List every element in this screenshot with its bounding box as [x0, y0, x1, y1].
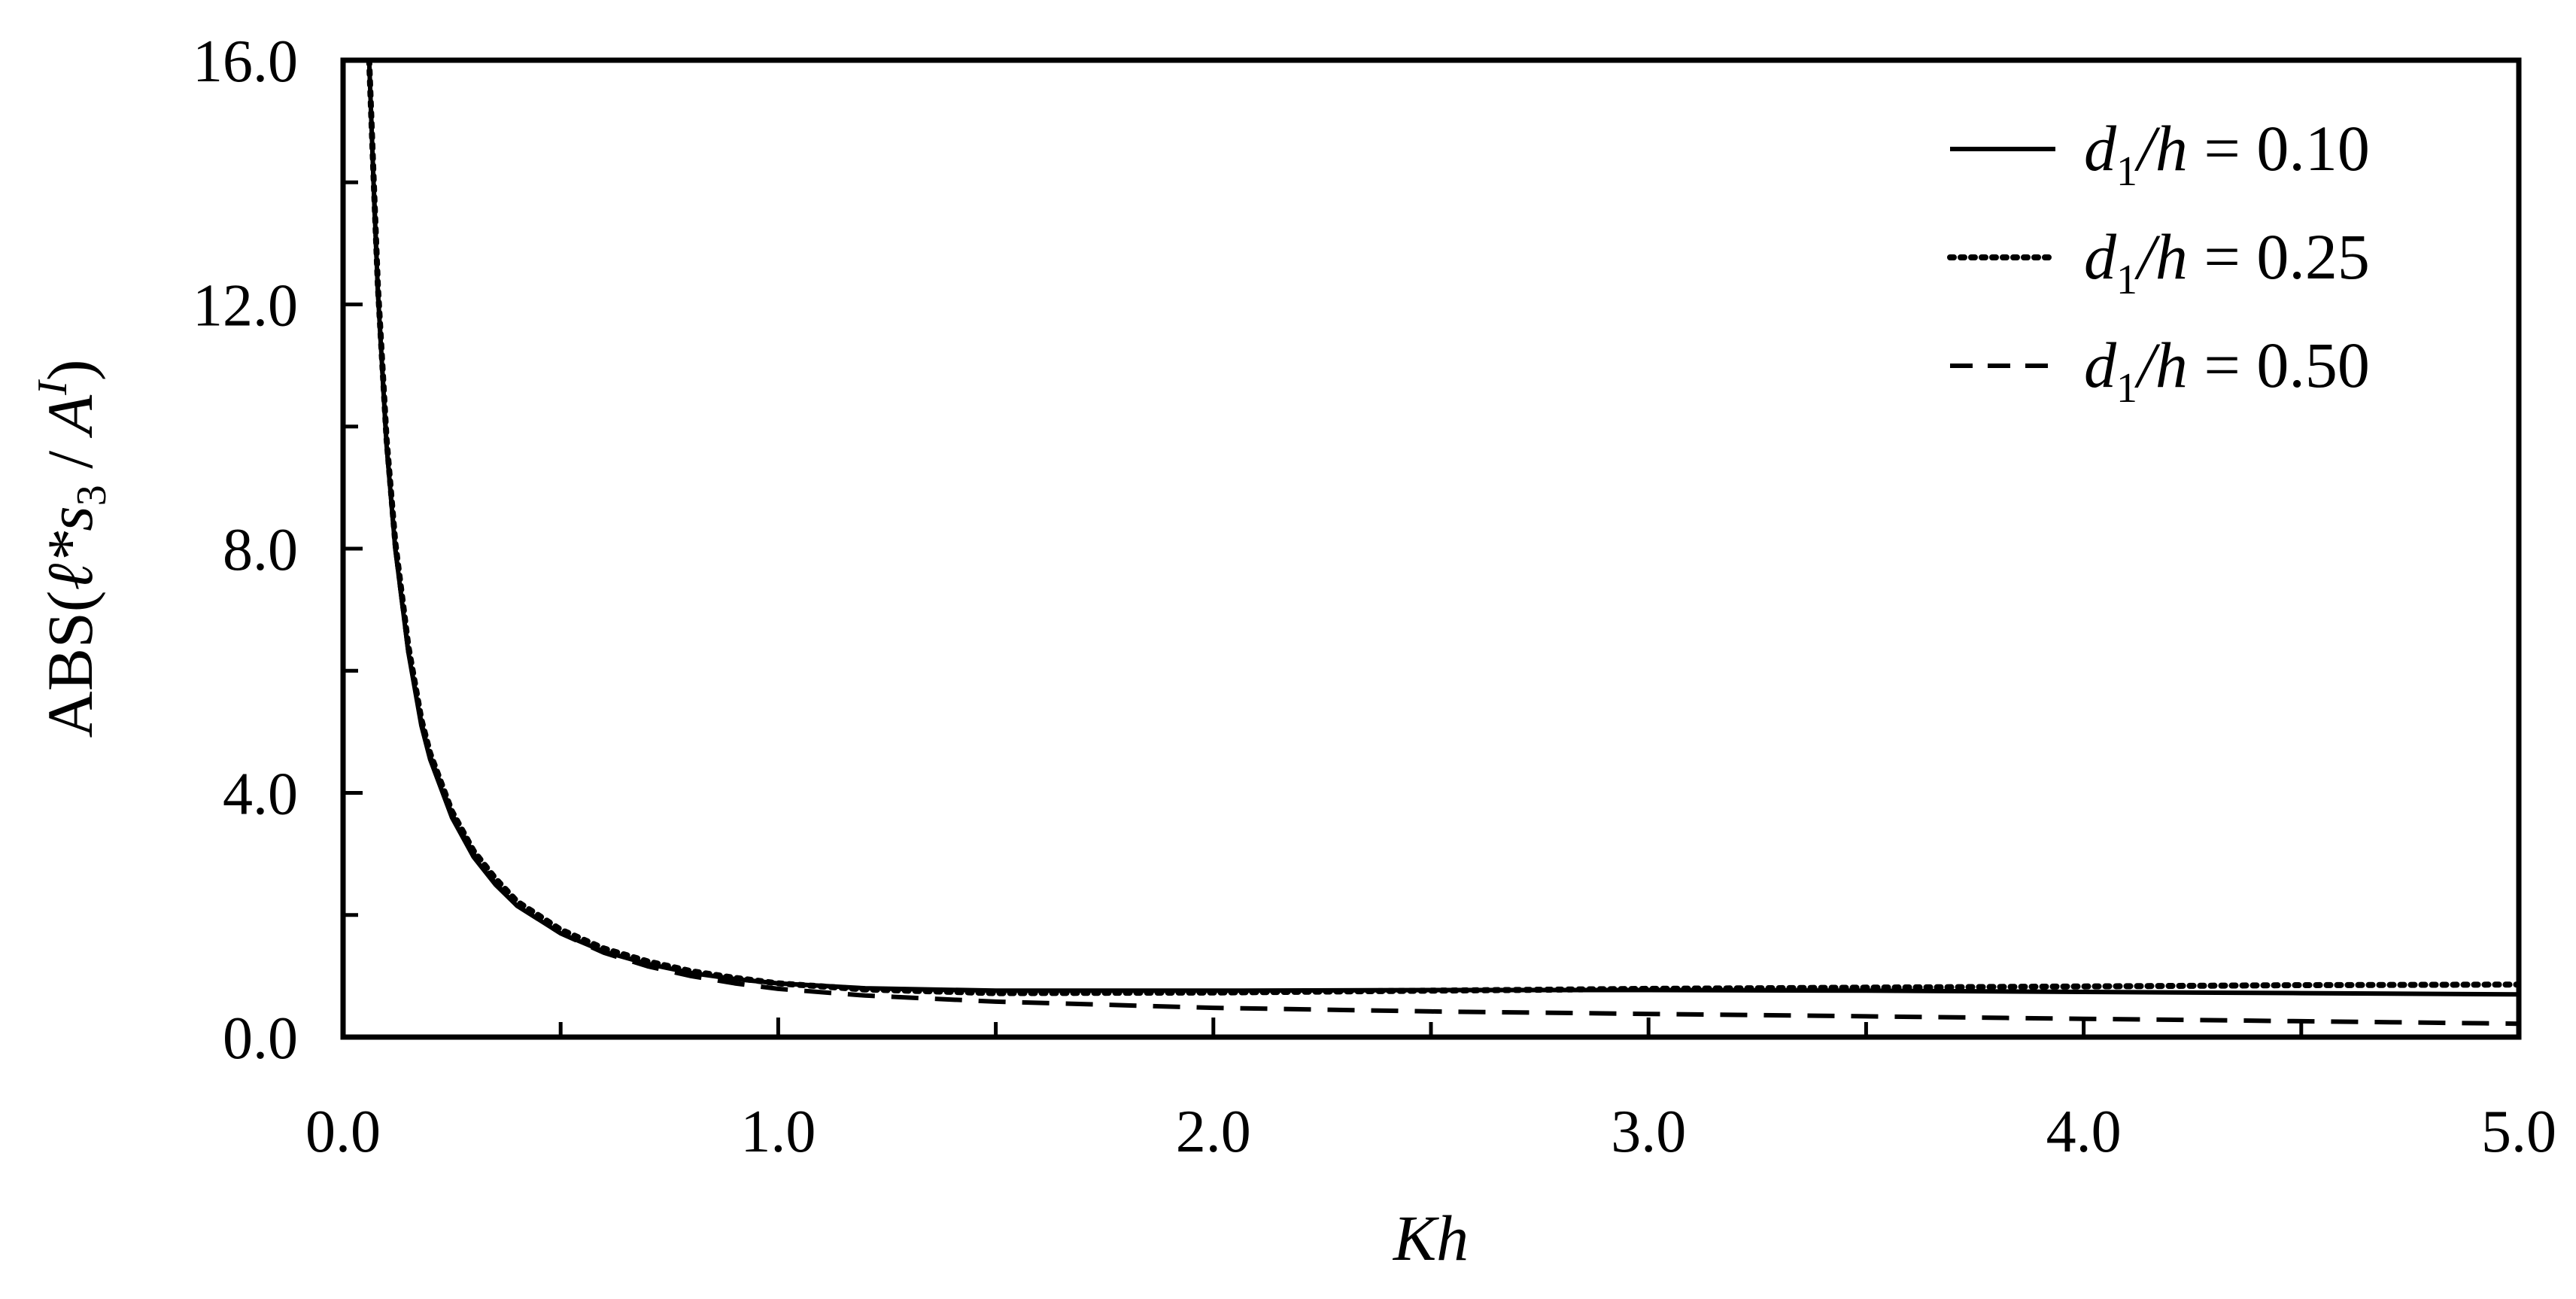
legend: d1/h = 0.10 d1/h = 0.25 d1/h = 0.50	[1947, 112, 2370, 412]
x-tick-label: 0.0	[305, 1099, 381, 1165]
x-tick-label: 2.0	[1176, 1099, 1251, 1165]
axis-ticks	[341, 58, 2521, 1039]
series-line-1	[366, 60, 2519, 997]
x-tick-label: 5.0	[2481, 1099, 2556, 1165]
x-tick-label: 1.0	[740, 1099, 816, 1165]
y-tick-label: 0.0	[223, 1005, 298, 1072]
y-tick-label: 4.0	[223, 762, 298, 828]
legend-label-2: d1/h = 0.25	[2084, 221, 2370, 303]
tick-labels: 0.0 1.0 2.0 3.0 4.0 5.0 0.0 4.0 8.0 12.0 16.0	[193, 29, 2556, 1165]
series-line-2	[366, 60, 2519, 996]
y-tick-label: 12.0	[193, 273, 298, 339]
x-tick-label: 3.0	[1611, 1099, 1686, 1165]
y-title-suffix: )	[34, 360, 106, 382]
y-title-a: A	[34, 394, 106, 438]
y-tick-label: 16.0	[193, 29, 298, 95]
y-title-sup: I	[29, 379, 76, 396]
y-title-star-s: *s	[34, 506, 106, 563]
plot-frame	[340, 57, 2522, 1040]
y-title-slash: /	[34, 434, 106, 485]
legend-label-3: d1/h = 0.50	[2084, 329, 2370, 412]
y-axis-title: ABS(ℓ*s3 / AI)	[29, 360, 115, 738]
y-title-prefix: ABS(	[34, 591, 106, 738]
y-tick-label: 8.0	[223, 517, 298, 583]
legend-label-1: d1/h = 0.10	[2084, 112, 2370, 195]
series-lines	[366, 60, 2519, 1027]
x-axis-title: Kh	[1392, 1202, 1469, 1274]
x-tick-label: 4.0	[2046, 1099, 2122, 1165]
y-title-sub: 3	[68, 485, 115, 506]
series-line-3	[366, 60, 2519, 1027]
y-title-script-l: ℓ	[34, 564, 106, 591]
